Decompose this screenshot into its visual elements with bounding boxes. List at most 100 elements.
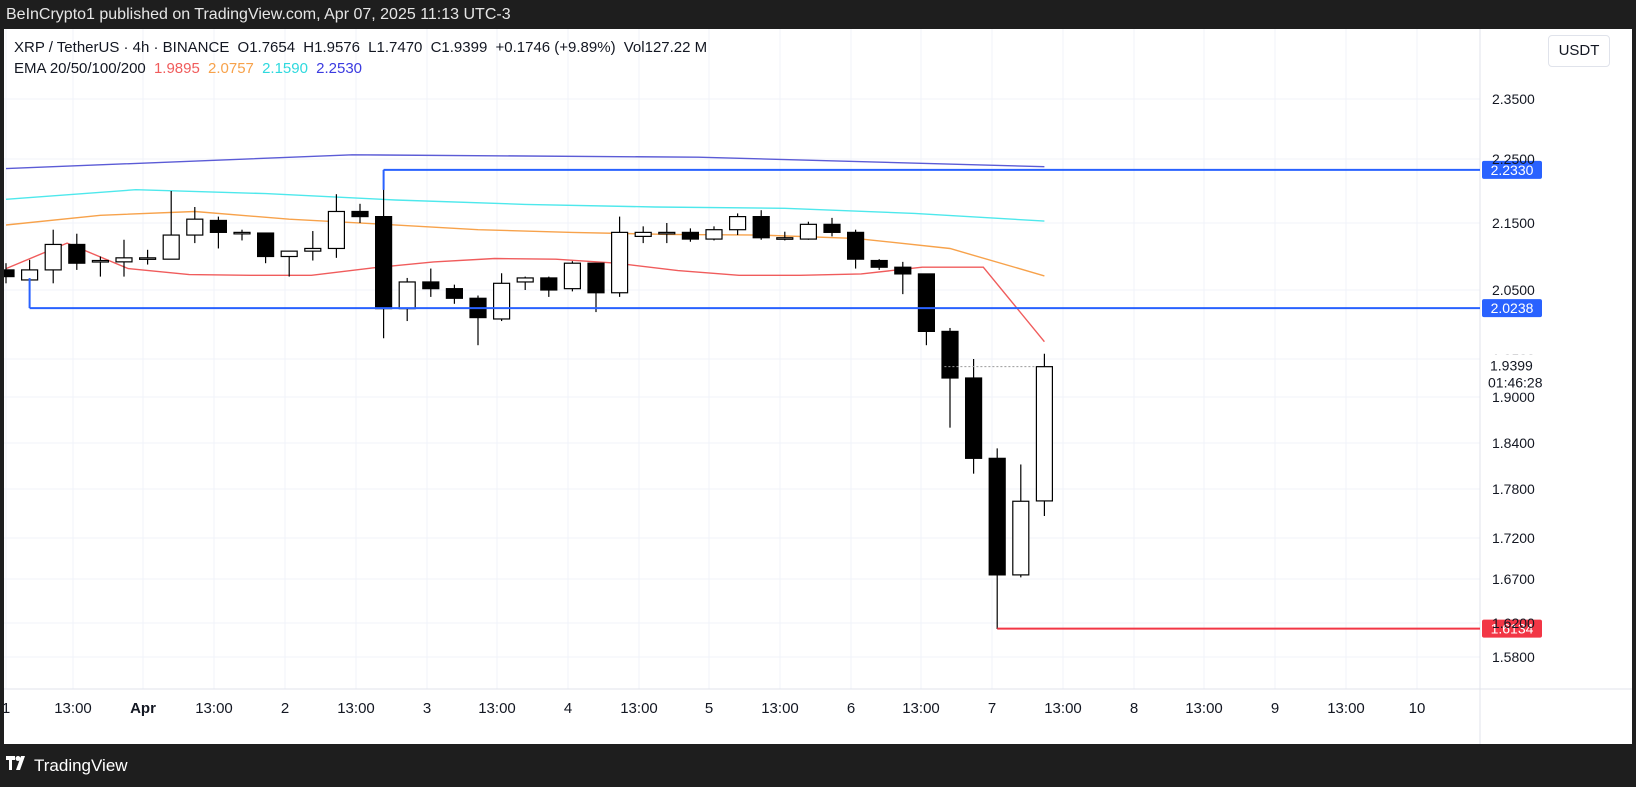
currency-button[interactable]: USDT — [1548, 35, 1610, 67]
candle-body — [634, 231, 652, 238]
candle-body — [68, 243, 86, 264]
candle-body — [658, 231, 676, 235]
price-tick-label: 2.0500 — [1492, 282, 1535, 298]
tradingview-logo-icon[interactable] — [6, 756, 30, 770]
price-tick-label: 1.6200 — [1492, 615, 1535, 631]
candle-body — [941, 330, 959, 379]
open-label: O — [237, 39, 250, 56]
candle-body — [280, 250, 298, 258]
price-tick-label: 2.2500 — [1492, 151, 1535, 167]
time-tick-label: 13:00 — [54, 700, 92, 717]
legend-ema-row: EMA 20/50/100/200 1.9895 2.0757 2.1590 2… — [14, 58, 707, 79]
low-label: L — [368, 39, 377, 56]
high-label: H — [303, 39, 315, 56]
candle-body — [1035, 366, 1054, 502]
candle-body — [209, 219, 227, 233]
price-tick-label: 1.7800 — [1492, 481, 1535, 497]
time-tick-label: 3 — [423, 700, 431, 717]
time-tick-label: 8 — [1130, 700, 1138, 717]
chart-panel[interactable]: 2.2330 2.0238 1.6134 2.3500 2.2500 2.1500 2.05… — [4, 29, 1632, 744]
ema-line-ema20 — [5, 242, 1045, 343]
time-tick-label: 2 — [281, 700, 289, 717]
price-tick-label: 1.8400 — [1492, 435, 1535, 451]
candle-body — [375, 216, 393, 310]
candle-body — [162, 234, 180, 260]
candle-body — [327, 210, 345, 250]
candle-body — [894, 266, 912, 275]
symbol-label[interactable]: XRP / TetherUS · 4h · BINANCE — [14, 39, 230, 56]
time-tick-label: 13:00 — [195, 700, 233, 717]
candle-body — [799, 223, 818, 240]
price-chart[interactable]: 2.2330 2.0238 1.6134 2.3500 2.2500 2.1500 2.05… — [4, 29, 1632, 744]
price-tick-label: 2.3500 — [1492, 91, 1535, 107]
level-price-label: 1.6134 — [1491, 621, 1534, 637]
candle-body — [846, 231, 865, 260]
time-tick-label: 13:00 — [1044, 700, 1082, 717]
candle-body — [44, 243, 62, 271]
ema20-value: 1.9895 — [153, 60, 200, 77]
candle-body — [257, 232, 275, 258]
candle-body — [422, 281, 440, 290]
level-price-label: 2.2330 — [1491, 162, 1534, 178]
ema100-value: 2.1590 — [262, 60, 308, 77]
candle-body — [587, 262, 605, 294]
candle-body — [351, 210, 369, 218]
ema50-value: 2.0757 — [208, 60, 254, 77]
level-price-label: 2.0238 — [1491, 300, 1534, 316]
candle-body — [233, 231, 251, 235]
time-tick-label: 9 — [1271, 700, 1279, 717]
close-value: 1.9399 — [441, 39, 488, 56]
candle-body — [681, 231, 700, 240]
close-label: C — [430, 39, 442, 56]
candle-body — [988, 457, 1006, 576]
time-tick-label: 5 — [705, 700, 713, 717]
footer-brand[interactable]: TradingView — [34, 756, 128, 775]
time-tick-label: 13:00 — [1185, 700, 1223, 717]
ema-line-ema50 — [5, 210, 1045, 277]
candle-body — [91, 259, 110, 263]
ema-label[interactable]: EMA 20/50/100/200 — [14, 60, 146, 77]
time-tick-label: Apr — [130, 700, 156, 717]
time-tick-label: 13:00 — [1327, 700, 1365, 717]
candle-body — [728, 216, 747, 231]
time-tick-label: 7 — [988, 700, 996, 717]
candle-body — [186, 218, 204, 236]
price-tick-label: 1.7200 — [1492, 530, 1535, 546]
chart-legend: XRP / TetherUS · 4h · BINANCE O1.7654 H1… — [14, 37, 707, 79]
publish-header-text: BeInCrypto1 published on TradingView.com… — [6, 6, 511, 23]
level-price-tag — [1482, 619, 1542, 638]
candle-body — [493, 282, 511, 320]
price-tick-label: 1.5800 — [1492, 649, 1535, 665]
change-value: +0.1746 (+9.89%) — [495, 39, 616, 56]
time-tick-label: 13:00 — [902, 700, 940, 717]
candle-body — [516, 277, 534, 283]
time-tick-label: 13:00 — [620, 700, 658, 717]
candle-body — [1012, 500, 1030, 576]
time-tick-label: 13:00 — [337, 700, 375, 717]
ema200-value: 2.2530 — [316, 60, 363, 77]
candle-body — [540, 277, 558, 291]
vol-value: 127.22 M — [644, 39, 708, 56]
level-price-tag — [1482, 160, 1542, 179]
candle-body — [705, 229, 723, 240]
candle-body — [823, 223, 841, 233]
candle-body — [752, 216, 770, 239]
candle-body — [776, 237, 794, 240]
last-price-tag-bg — [1482, 354, 1550, 393]
time-tick-label: 13:00 — [761, 700, 799, 717]
countdown-label: 01:46:28 — [1488, 375, 1543, 391]
candle-body — [610, 231, 629, 294]
time-tick-label: 13:00 — [478, 700, 516, 717]
time-tick-label: 1 — [4, 700, 10, 717]
publish-header: BeInCrypto1 published on TradingView.com… — [0, 0, 1636, 28]
candle-body — [964, 377, 983, 459]
level-price-tag — [1482, 299, 1542, 318]
candle-body — [115, 257, 133, 263]
candle-body — [139, 257, 157, 260]
high-value: 1.9576 — [314, 39, 360, 56]
vol-label: Vol — [623, 39, 645, 56]
low-value: 1.7470 — [376, 39, 423, 56]
open-value: 1.7654 — [249, 39, 296, 56]
price-tick-label: 1.9000 — [1492, 389, 1535, 405]
candle-body — [563, 262, 582, 290]
